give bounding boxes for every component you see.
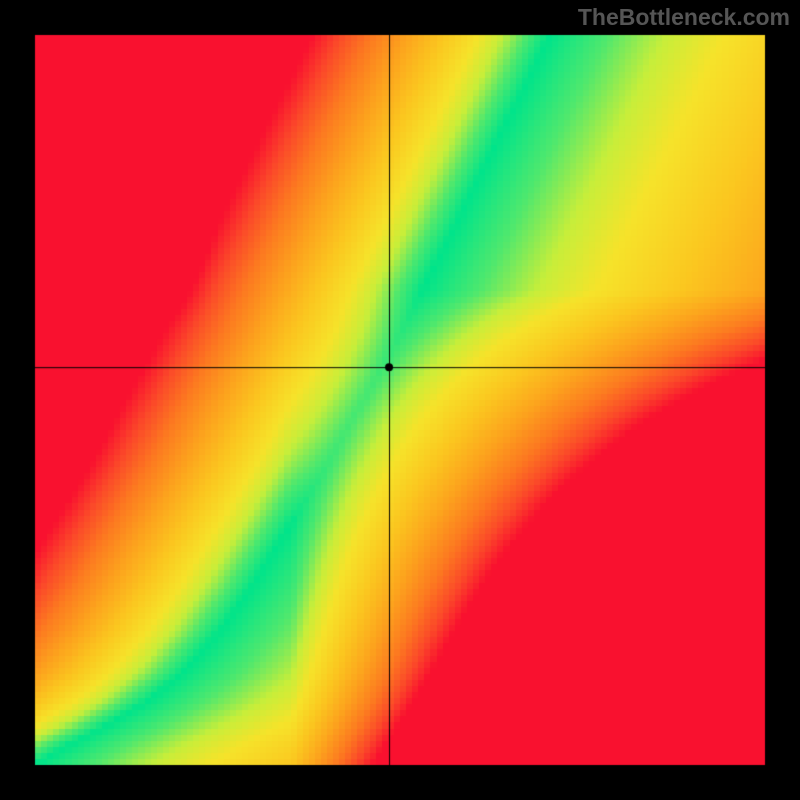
heatmap-canvas <box>0 0 800 800</box>
chart-container: TheBottleneck.com <box>0 0 800 800</box>
watermark-text: TheBottleneck.com <box>578 4 790 31</box>
